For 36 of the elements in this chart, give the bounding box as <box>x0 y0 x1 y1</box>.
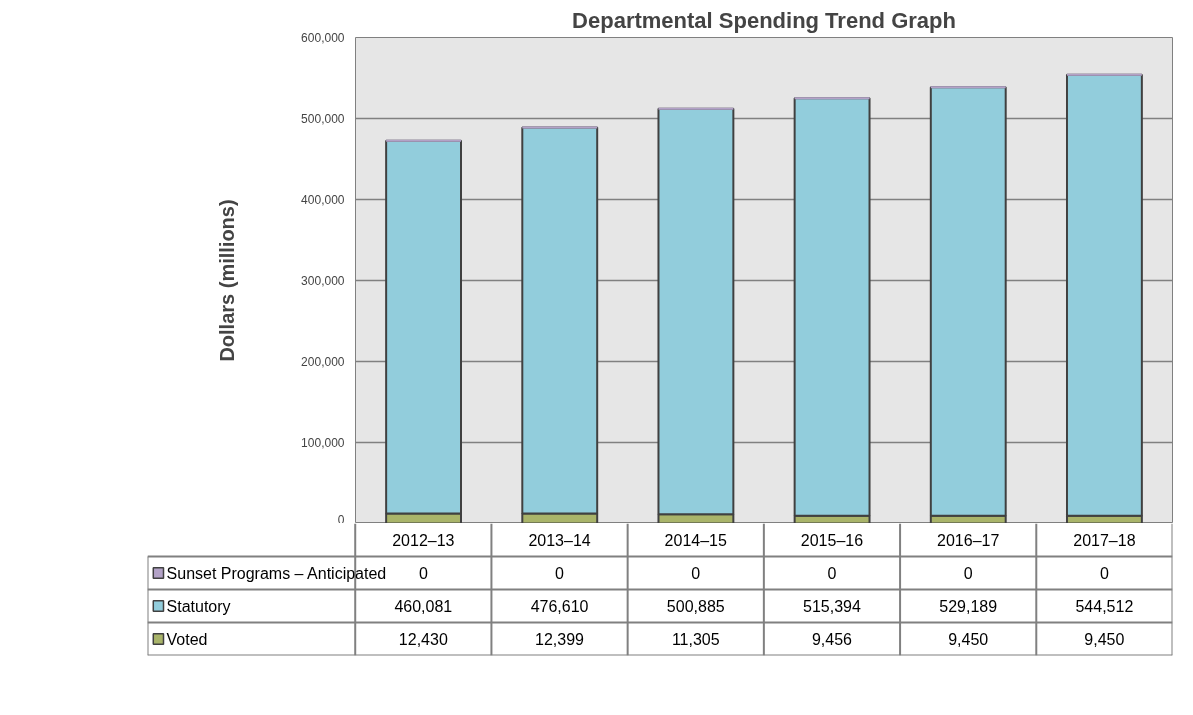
y-axis-title: Dollars (millions) <box>216 199 239 362</box>
legend-label: Statutory <box>166 597 231 615</box>
data-label: 9,450 <box>1084 631 1125 648</box>
data-label: 460,081 <box>394 598 453 615</box>
data-label: 0 <box>691 565 701 582</box>
y-tick-label: 400,000 <box>301 193 345 207</box>
data-label: 9,456 <box>811 631 853 648</box>
data-label: 0 <box>555 565 565 582</box>
y-tick-label: 100,000 <box>301 436 345 450</box>
y-tick-label: 500,000 <box>301 112 345 126</box>
data-label: 500,885 <box>666 598 725 615</box>
x-tick-label: 2014–15 <box>664 531 727 549</box>
data-label: 9,450 <box>948 631 989 648</box>
data-label: 11,305 <box>671 631 720 648</box>
y-tick-label: 600,000 <box>301 31 345 45</box>
data-label: 515,394 <box>803 598 861 615</box>
x-tick-label: 2017–18 <box>1073 531 1136 549</box>
y-tick-label: 0 <box>337 512 345 527</box>
x-tick-label: 2013–14 <box>528 531 591 549</box>
data-label: 0 <box>827 565 837 582</box>
data-label: 0 <box>963 565 973 582</box>
data-label: 529,189 <box>939 598 998 615</box>
legend-label: Sunset Programs – Anticipated <box>166 564 387 582</box>
legend-label: Voted <box>166 630 208 648</box>
data-label: 12,430 <box>398 631 448 648</box>
data-label: 544,512 <box>1075 598 1134 615</box>
data-label: 0 <box>1099 565 1109 582</box>
data-label: 0 <box>418 565 428 582</box>
x-tick-label: 2016–17 <box>937 531 1000 549</box>
x-tick-label: 2015–16 <box>800 531 864 549</box>
data-label: 12,399 <box>535 631 585 648</box>
data-label: 476,610 <box>530 598 589 615</box>
x-tick-label: 2012–13 <box>392 531 455 549</box>
y-tick-label: 300,000 <box>301 274 345 288</box>
chart-title: Departmental Spending Trend Graph <box>572 7 956 33</box>
y-tick-label: 200,000 <box>301 355 345 369</box>
